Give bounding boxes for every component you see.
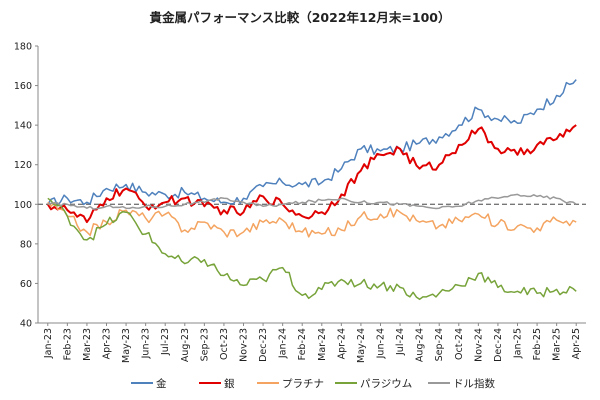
series-line-1: [46, 124, 577, 224]
axes: 40 60 80 100 120 140 160 180 Jan-23 Feb-23 Mar-23 A…: [14, 42, 586, 363]
series-line-4: [47, 193, 577, 210]
chart-title: 貴金属パフォーマンス比較（2022年12月末=100）: [149, 10, 450, 25]
x-tick-label: Jan-23: [43, 328, 54, 359]
y-tick-label: 80: [20, 239, 32, 250]
x-tick-label: Dec-23: [258, 328, 269, 362]
x-tick-label: Apr-23: [102, 328, 113, 359]
x-tick-label: May-23: [121, 328, 132, 363]
y-tick-label: 100: [14, 200, 32, 211]
y-tick-label: 120: [14, 160, 32, 171]
legend-label: パラジウム: [360, 378, 412, 390]
x-tick-label: Aug-23: [180, 328, 191, 362]
x-tick-label: Nov-23: [239, 328, 250, 362]
x-tick-label: May-24: [356, 328, 367, 363]
series-line-0: [47, 79, 577, 207]
x-tick-label: Jan-25: [513, 328, 524, 359]
legend-label: ドル指数: [453, 377, 495, 390]
legend-label: 銀: [224, 377, 235, 390]
x-tick-label: Mar-23: [82, 328, 93, 361]
x-tick-label: Mar-24: [317, 328, 328, 361]
x-tick-label: Jul-24: [395, 328, 406, 356]
legend: 金 銀 プラチナ パラジウム ドル指数: [131, 377, 495, 390]
x-tick-label: Aug-24: [415, 328, 426, 362]
x-tick-label: Nov-24: [473, 328, 484, 362]
x-tick-label: Jun-24: [376, 328, 387, 359]
legend-label: プラチナ: [282, 378, 324, 390]
x-tick-label: Jan-24: [278, 328, 289, 359]
y-tick-label: 40: [20, 319, 32, 330]
x-tick-label: Dec-24: [493, 328, 504, 362]
series-lines: [46, 79, 577, 301]
x-tick-label: Feb-23: [62, 328, 73, 360]
x-tick-label: Oct-23: [219, 328, 230, 360]
y-tick-label: 60: [20, 279, 32, 290]
x-tick-label: Sep-24: [434, 328, 445, 361]
series-line-3: [47, 197, 577, 301]
x-tick-label: Feb-24: [297, 328, 308, 360]
y-tick-label: 160: [14, 81, 32, 92]
x-tick-label: Sep-23: [199, 328, 210, 361]
x-tick-label: Mar-25: [552, 328, 563, 361]
x-tick-label: Jun-23: [141, 328, 152, 359]
x-tick-label: Oct-24: [454, 328, 465, 360]
y-tick-label: 140: [14, 121, 32, 132]
x-tick-label: Apr-25: [571, 328, 582, 359]
x-tick-label: Jul-23: [160, 328, 171, 356]
legend-label: 金: [156, 377, 167, 390]
x-tick-label: Feb-25: [532, 328, 543, 360]
series-line-2: [47, 201, 577, 238]
x-tick-label: Apr-24: [336, 328, 347, 359]
y-tick-label: 180: [14, 42, 32, 53]
